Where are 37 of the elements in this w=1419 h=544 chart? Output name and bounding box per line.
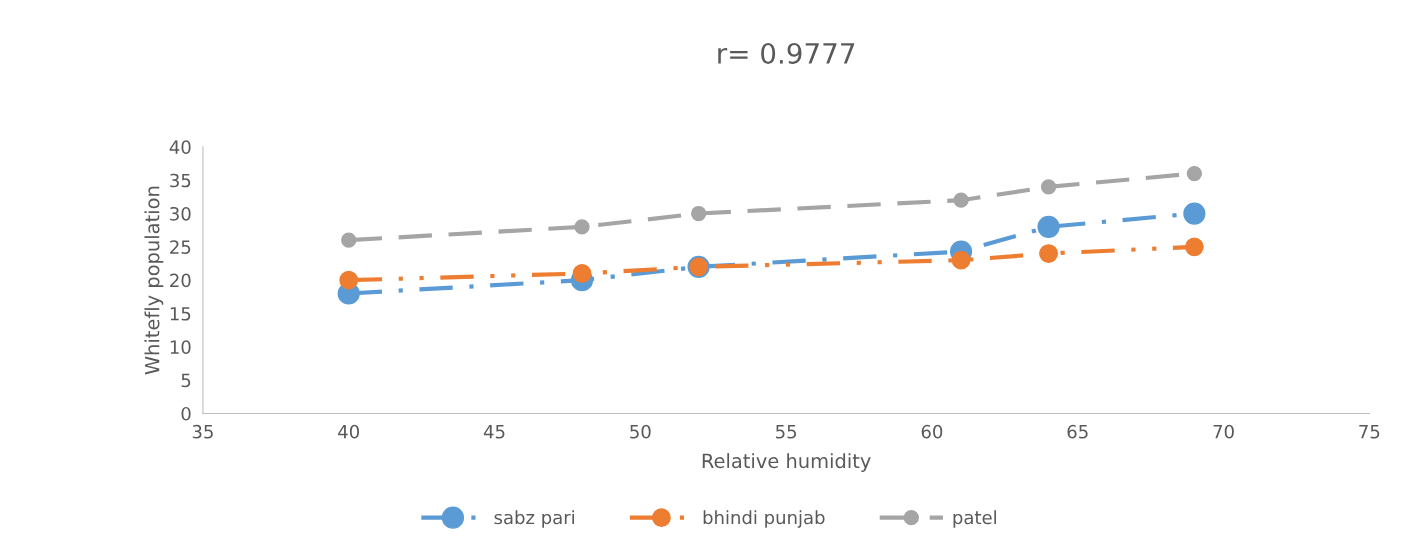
y-tick-label: 30 [170,206,191,221]
x-tick-label: 50 [630,424,651,439]
chart-title: r= 0.9777 [718,42,855,64]
point [1039,244,1058,263]
x-tick-label: 45 [483,425,505,439]
x-tick-label: 65 [1067,424,1088,439]
y-axis-title: Whitefly population [144,186,164,375]
x-tick-label: 70 [1213,424,1234,439]
y-tick-label: 20 [170,273,191,288]
legend-label: sabz pari [494,510,574,528]
x-tick-label: 75 [1359,425,1380,439]
point [574,219,590,235]
y-tick-label: 35 [170,173,191,188]
point [572,264,592,283]
y-tick-label: 40 [169,140,191,154]
y-tick-label: 0 [181,406,191,421]
point [1186,165,1203,182]
y-tick-label: 25 [170,240,191,254]
x-axis-title: Relative humidity [702,453,871,472]
point [1183,202,1206,225]
x-tick-label: 40 [338,424,360,439]
x-tick-label: 55 [776,425,797,439]
x-tick-label: 35 [192,424,213,439]
point [341,232,357,248]
point [691,205,707,222]
point [1184,237,1204,257]
point [951,250,971,270]
point [1037,215,1060,238]
y-tick-label: 15 [170,307,191,321]
x-tick-label: 60 [921,424,943,439]
y-tick-label: 5 [181,373,191,388]
point [339,270,359,290]
legend-label: bhindi punjab [703,510,825,528]
point [953,192,969,208]
y-tick-label: 10 [170,340,191,354]
point [1040,179,1057,195]
legend-label: patel [953,510,996,528]
